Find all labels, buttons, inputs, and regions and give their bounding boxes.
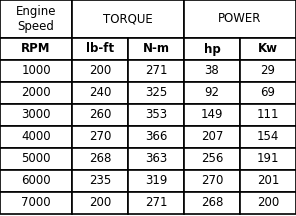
Text: 92: 92 (205, 86, 220, 100)
Text: 200: 200 (257, 197, 279, 210)
Text: 4000: 4000 (21, 130, 51, 143)
Text: 111: 111 (257, 108, 279, 121)
Text: 38: 38 (205, 65, 219, 78)
Bar (128, 148, 184, 170)
Text: hp: hp (204, 43, 221, 56)
Bar (184, 38, 240, 60)
Text: POWER: POWER (218, 13, 262, 25)
Text: 325: 325 (145, 86, 167, 100)
Text: 2000: 2000 (21, 86, 51, 100)
Text: 366: 366 (145, 130, 167, 143)
Text: 7000: 7000 (21, 197, 51, 210)
Bar (72, 60, 128, 82)
Text: 201: 201 (257, 175, 279, 187)
Bar (0, 126, 72, 148)
Text: 256: 256 (201, 152, 223, 165)
Bar (240, 126, 296, 148)
Bar (240, 82, 296, 104)
Text: N-m: N-m (142, 43, 170, 56)
Bar (0, 104, 72, 126)
Bar (72, 192, 128, 214)
Text: 268: 268 (89, 152, 111, 165)
Bar (72, 148, 128, 170)
Bar (128, 82, 184, 104)
Bar (184, 104, 240, 126)
Bar (184, 82, 240, 104)
Text: RPM: RPM (21, 43, 51, 56)
Bar (128, 104, 184, 126)
Bar (0, 60, 72, 82)
Text: 1000: 1000 (21, 65, 51, 78)
Bar (0, 38, 72, 60)
Bar (184, 148, 240, 170)
Bar (0, 148, 72, 170)
Bar (72, 126, 128, 148)
Text: 319: 319 (145, 175, 167, 187)
Text: Kw: Kw (258, 43, 278, 56)
Bar (128, 126, 184, 148)
Text: 29: 29 (260, 65, 276, 78)
Bar (128, 170, 184, 192)
Bar (240, 148, 296, 170)
Bar (0, 170, 72, 192)
Text: 191: 191 (257, 152, 279, 165)
Bar (184, 126, 240, 148)
Bar (72, 104, 128, 126)
Text: 207: 207 (201, 130, 223, 143)
Bar (128, 192, 184, 214)
Text: 149: 149 (201, 108, 223, 121)
Bar (240, 38, 296, 60)
Text: 200: 200 (89, 197, 111, 210)
Text: 270: 270 (201, 175, 223, 187)
Text: 260: 260 (89, 108, 111, 121)
Text: 240: 240 (89, 86, 111, 100)
Text: 200: 200 (89, 65, 111, 78)
Text: 69: 69 (260, 86, 276, 100)
Text: 268: 268 (201, 197, 223, 210)
Bar (184, 192, 240, 214)
Text: Engine
Speed: Engine Speed (16, 5, 56, 33)
Bar (72, 38, 128, 60)
Bar (128, 60, 184, 82)
Text: 3000: 3000 (21, 108, 51, 121)
Text: 271: 271 (145, 65, 167, 78)
Bar (0, 192, 72, 214)
Bar (72, 82, 128, 104)
Bar (0, 82, 72, 104)
Bar (240, 192, 296, 214)
Bar (184, 0, 296, 38)
Bar (72, 170, 128, 192)
Text: 235: 235 (89, 175, 111, 187)
Text: 5000: 5000 (21, 152, 51, 165)
Text: lb-ft: lb-ft (86, 43, 114, 56)
Bar (184, 60, 240, 82)
Bar (240, 60, 296, 82)
Bar (240, 104, 296, 126)
Bar (0, 0, 72, 38)
Bar (184, 170, 240, 192)
Text: 6000: 6000 (21, 175, 51, 187)
Text: 270: 270 (89, 130, 111, 143)
Text: 271: 271 (145, 197, 167, 210)
Bar (128, 38, 184, 60)
Bar (72, 0, 184, 38)
Text: 363: 363 (145, 152, 167, 165)
Text: 353: 353 (145, 108, 167, 121)
Text: TORQUE: TORQUE (103, 13, 153, 25)
Text: 154: 154 (257, 130, 279, 143)
Bar (240, 170, 296, 192)
